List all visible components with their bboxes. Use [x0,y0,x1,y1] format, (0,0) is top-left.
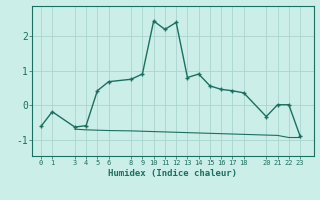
X-axis label: Humidex (Indice chaleur): Humidex (Indice chaleur) [108,169,237,178]
